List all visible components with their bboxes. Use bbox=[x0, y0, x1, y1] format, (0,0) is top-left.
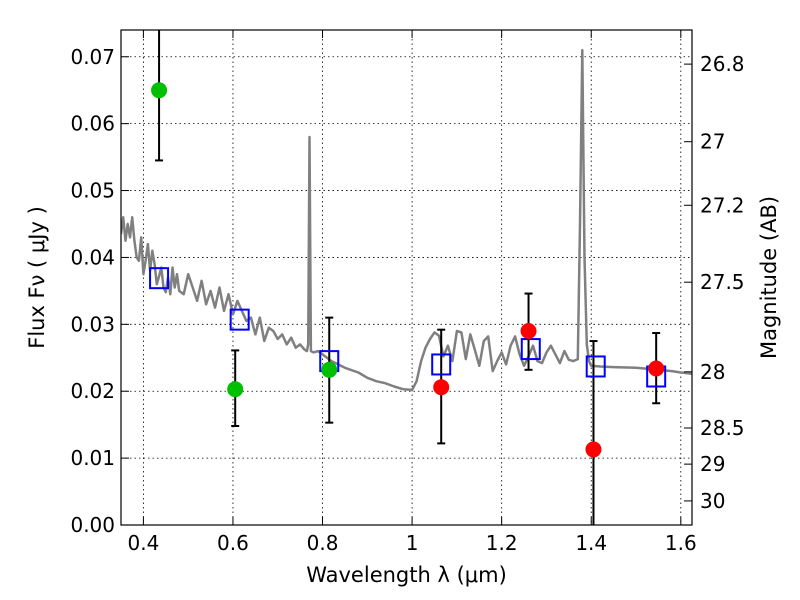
observed-photometry-point bbox=[227, 381, 244, 398]
right-y-tick-label: 28.5 bbox=[700, 416, 745, 440]
x-tick-label: 0.4 bbox=[127, 531, 159, 555]
model-spectrum-line bbox=[121, 48, 692, 392]
y-tick-label: 0.06 bbox=[70, 112, 115, 136]
right-y-tick-label: 26.8 bbox=[700, 52, 745, 76]
axis-ticks: 0.4 0.6 0.8 1 1.2 1.4 1.6 0.00 0.01 0.02 0.03 0.04 0… bbox=[70, 30, 745, 555]
observed-photometry-point bbox=[433, 379, 450, 396]
model-photometry-square bbox=[149, 267, 170, 290]
model-photometry-square bbox=[520, 338, 541, 361]
x-tick-label: 1.2 bbox=[486, 531, 518, 555]
x-tick-label: 1 bbox=[406, 531, 419, 555]
right-y-tick-label: 27.5 bbox=[700, 270, 745, 294]
x-axis-label: Wavelength λ (μm) bbox=[306, 563, 507, 587]
y-tick-label: 0.02 bbox=[70, 379, 115, 403]
right-y-tick-label: 27.2 bbox=[700, 193, 745, 217]
y-tick-label: 0.05 bbox=[70, 179, 115, 203]
x-tick-label: 1.6 bbox=[665, 531, 697, 555]
y-axis-label: Flux Fν ( μJy ) bbox=[25, 206, 49, 349]
right-y-tick-label: 27 bbox=[700, 130, 725, 154]
observed-photometry-point bbox=[520, 323, 537, 340]
y-tick-label: 0.04 bbox=[70, 245, 115, 269]
observed-photometry-point bbox=[321, 361, 338, 378]
plot-area bbox=[121, 30, 692, 525]
y-tick-label: 0.07 bbox=[70, 45, 115, 69]
right-y-axis-label: Magnitude (AB) bbox=[757, 196, 781, 359]
right-y-tick-label: 29 bbox=[700, 452, 725, 476]
y-tick-label: 0.03 bbox=[70, 312, 115, 336]
plot-frame bbox=[120, 29, 693, 526]
model-photometry-square bbox=[431, 353, 452, 376]
model-photometry-square bbox=[585, 355, 606, 378]
x-tick-label: 1.4 bbox=[575, 531, 607, 555]
x-tick-label: 0.8 bbox=[307, 531, 339, 555]
grid bbox=[121, 30, 692, 526]
observed-photometry-point bbox=[585, 441, 602, 458]
observed-photometry-point bbox=[648, 360, 665, 377]
right-y-tick-label: 28 bbox=[700, 360, 725, 384]
model-photometry-square bbox=[229, 308, 250, 331]
y-tick-label: 0.00 bbox=[70, 513, 115, 537]
right-y-tick-label: 30 bbox=[700, 489, 725, 513]
observed-photometry-point bbox=[151, 82, 168, 99]
x-tick-label: 0.6 bbox=[217, 531, 249, 555]
y-tick-label: 0.01 bbox=[70, 446, 115, 470]
